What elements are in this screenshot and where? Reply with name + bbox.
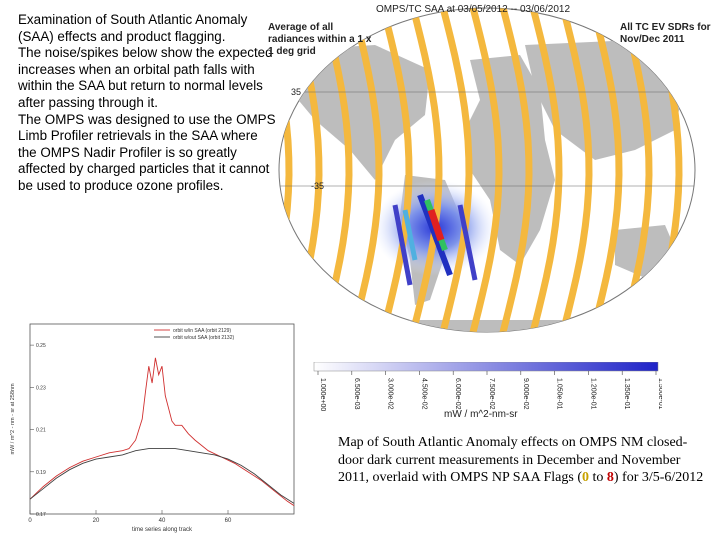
colorbar-tick-label: 1.000e+00 bbox=[319, 378, 326, 411]
colorbar-unit: mW / m^2-nm-sr bbox=[444, 409, 518, 420]
colorbar-ticks: 1.000e+00 6.500e-03 3.000e-02 4.500e-02 6.00… bbox=[317, 371, 662, 411]
caption-flag-0: 0 bbox=[581, 470, 589, 485]
orbit-track bbox=[556, 8, 593, 332]
x-axis-label: time series along track bbox=[132, 527, 193, 533]
caption-flag-8: 8 bbox=[606, 470, 614, 485]
flag-segment-6 bbox=[402, 209, 418, 261]
x-tick-label: 20 bbox=[93, 518, 100, 524]
intro-paragraph-1: Examination of South Atlantic Anomaly (S… bbox=[18, 12, 248, 44]
dark-current-line-chart: 0.17 0.19 0.21 0.23 0.25 0 20 40 60 time series a… bbox=[10, 323, 295, 533]
lat-label-south: -35 bbox=[311, 181, 324, 191]
colorbar-gradient bbox=[313, 362, 659, 372]
series-line-1 bbox=[29, 357, 295, 506]
flag-segment-4 bbox=[392, 204, 413, 286]
saa-flag-segments bbox=[392, 193, 478, 286]
y-axis-label: mW / m^2 - nm - sr at 258nm bbox=[10, 383, 16, 454]
map-note-right: All TC EV SDRs for Nov/Dec 2011 bbox=[620, 22, 711, 45]
land-europe-africa bbox=[465, 55, 555, 265]
x-tick-label: 40 bbox=[159, 518, 166, 524]
orbit-track bbox=[279, 8, 293, 332]
orbit-track bbox=[406, 8, 443, 332]
colorbar-tick-label: 1.500e-01 bbox=[657, 378, 662, 410]
orbit-track bbox=[376, 8, 413, 332]
intro-paragraph-3: The OMPS was designed to use the OMPS Li… bbox=[18, 111, 276, 193]
saa-world-map: 35 -35 bbox=[278, 7, 696, 333]
y-tick-label: 0.21 bbox=[36, 428, 46, 434]
colorbar-tick-label: 7.500e-02 bbox=[488, 378, 495, 410]
orbit-track bbox=[466, 8, 503, 332]
caption-text-3: ) for 3/5-6/2012 bbox=[613, 470, 704, 485]
flag-segment-5 bbox=[457, 204, 478, 281]
colorbar-tick-label: 4.500e-02 bbox=[420, 378, 427, 410]
y-tick-label: 0.19 bbox=[36, 470, 46, 476]
y-tick-label: 0.25 bbox=[36, 343, 46, 349]
orbit-track bbox=[436, 8, 473, 332]
colorbar-tick-label: 1.350e-01 bbox=[623, 378, 630, 410]
colorbar-tick-label: 3.000e-02 bbox=[387, 378, 394, 410]
intro-text: Examination of South Atlantic Anomaly (S… bbox=[18, 12, 276, 195]
colorbar: 1.000e+00 6.500e-03 3.000e-02 4.500e-02 6.00… bbox=[313, 362, 662, 411]
x-tick-label: 0 bbox=[28, 518, 32, 524]
orbit-track bbox=[586, 8, 623, 332]
plot-frame bbox=[29, 323, 295, 515]
colorbar-tick-label: 1.050e-01 bbox=[556, 378, 563, 410]
land-north-america bbox=[290, 45, 430, 180]
caption-text-2: to bbox=[588, 470, 607, 485]
land-antarctica bbox=[315, 320, 655, 332]
colorbar-tick-label: 1.200e-01 bbox=[589, 378, 596, 410]
colorbar-tick-label: 9.000e-02 bbox=[522, 378, 529, 410]
series-line-2 bbox=[29, 448, 295, 504]
y-tick-label: 0.17 bbox=[36, 512, 46, 518]
map-note-left: Average of all radiances within a 1 x 1 … bbox=[268, 22, 372, 57]
flag-segment-3 bbox=[427, 208, 445, 242]
x-tick-label: 60 bbox=[225, 518, 232, 524]
legend-label: orbit w/out SAA (orbit 2132) bbox=[173, 335, 234, 341]
map-title: OMPS/TC SAA at 03/05/2012 -- 03/06/2012 bbox=[376, 4, 571, 15]
legend-label: orbit w/in SAA (orbit 2129) bbox=[173, 328, 231, 334]
y-tick-label: 0.23 bbox=[36, 385, 46, 391]
flag-segment-1 bbox=[417, 193, 453, 277]
orbit-track bbox=[526, 8, 563, 332]
intro-paragraph-2: The noise/spikes below show the expected… bbox=[18, 45, 273, 110]
colorbar-tick-label: 6.500e-03 bbox=[353, 378, 360, 410]
caption-text-1: Map of South Atlantic Anomaly effects on… bbox=[338, 435, 688, 485]
map-caption: Map of South Atlantic Anomaly effects on… bbox=[338, 434, 708, 487]
orbit-track bbox=[346, 8, 383, 332]
lat-label-north: 35 bbox=[291, 87, 301, 97]
orbit-track bbox=[496, 8, 533, 332]
colorbar-tick-label: 6.000e-02 bbox=[454, 378, 461, 410]
